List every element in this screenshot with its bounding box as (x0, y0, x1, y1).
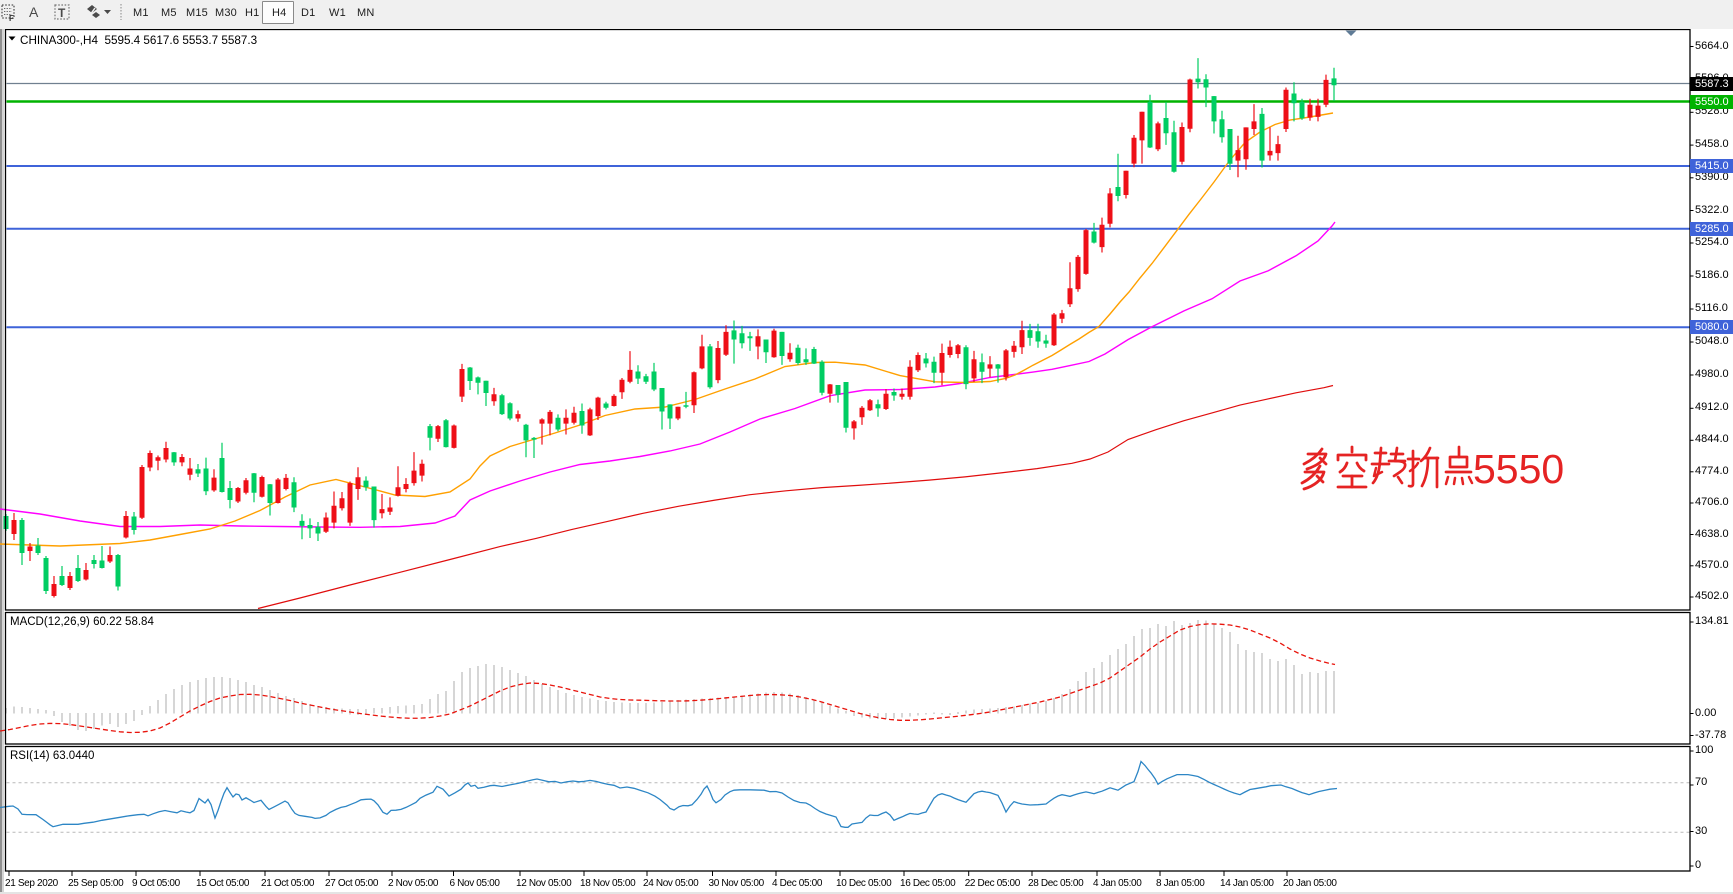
svg-text:F: F (9, 14, 14, 23)
svg-text:A: A (29, 4, 39, 20)
svg-text:T: T (58, 6, 66, 20)
